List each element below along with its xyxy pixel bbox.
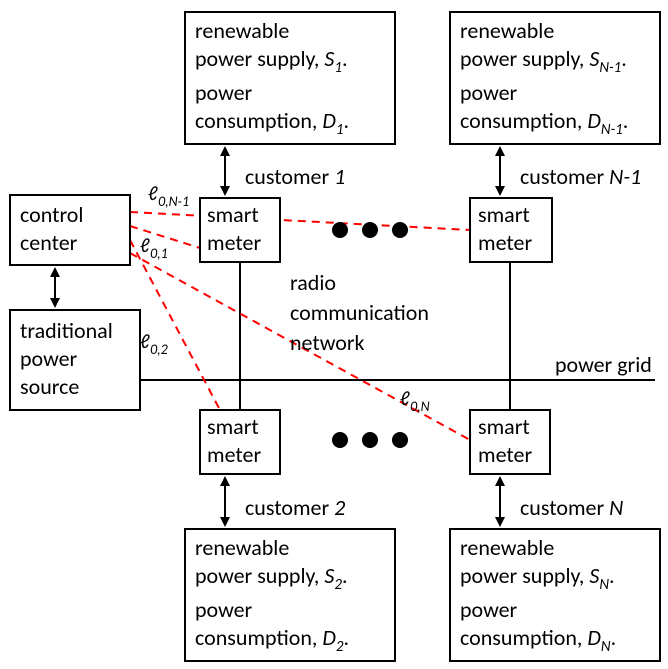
cust2-l3: power	[195, 596, 253, 623]
label-l0N1: ℓ0,N-1	[148, 182, 189, 210]
cust1-l3: power	[195, 79, 253, 106]
ellipsis-top-dot	[362, 222, 378, 238]
smN1-l1: smart	[478, 201, 530, 228]
customer1-label: customer 1	[245, 163, 345, 190]
ellipsis-bot-dot	[392, 432, 408, 448]
customer2-label: customer 2	[245, 494, 345, 521]
custN1-l1: renewable	[460, 17, 554, 44]
radio-l1: radio	[290, 269, 336, 296]
control-l1: control	[20, 201, 83, 228]
radio-l2: communication	[290, 299, 429, 326]
control-l2: center	[20, 229, 78, 256]
smN-l1: smart	[478, 413, 530, 440]
custN-l3: power	[460, 596, 518, 623]
ellipsis-top-dot	[392, 222, 408, 238]
cust1-l1: renewable	[195, 17, 289, 44]
smN1-l2: meter	[478, 229, 532, 256]
trad-l1: traditional	[20, 317, 113, 344]
arrow-custN1-smN1	[495, 146, 505, 196]
arrow-smN-custN	[495, 476, 505, 527]
custN-l1: renewable	[460, 534, 554, 561]
arrow-sm2-cust2	[220, 476, 230, 527]
label-l02: ℓ0,2	[140, 330, 168, 358]
customerN1-label: customer N-1	[520, 163, 641, 190]
power-grid-label: power grid	[555, 351, 652, 378]
smN-l2: meter	[478, 441, 532, 468]
ellipsis-bot-dot	[362, 432, 378, 448]
radio-l3: network	[290, 329, 365, 356]
label-l01: ℓ0,1	[140, 234, 168, 262]
link-l0N1	[130, 212, 470, 230]
diagram-root: power grid ℓ0,N-1 ℓ0,1 ℓ0,2 ℓ0,N renewab…	[0, 0, 668, 669]
trad-l3: source	[20, 373, 79, 400]
sm2-l1: smart	[207, 413, 259, 440]
ellipsis-top-dot	[332, 222, 348, 238]
custN1-l3: power	[460, 79, 518, 106]
cust2-l1: renewable	[195, 534, 289, 561]
arrow-control-trad	[50, 267, 60, 308]
label-l0N: ℓ0,N	[400, 387, 430, 415]
arrow-cust1-sm1	[220, 146, 230, 196]
ellipsis-bot-dot	[332, 432, 348, 448]
sm1-l1: smart	[207, 201, 259, 228]
sm1-l2: meter	[207, 229, 261, 256]
sm2-l2: meter	[207, 441, 261, 468]
customerN-label: customer N	[520, 494, 623, 521]
trad-l2: power	[20, 345, 78, 372]
link-l02	[130, 240, 220, 410]
